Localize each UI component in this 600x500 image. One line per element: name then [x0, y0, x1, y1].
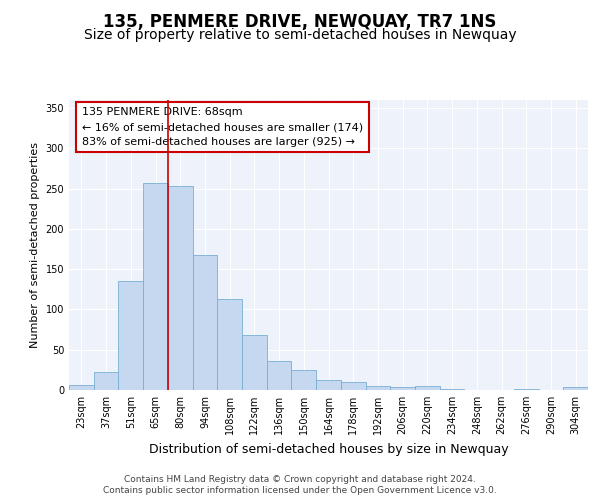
X-axis label: Distribution of semi-detached houses by size in Newquay: Distribution of semi-detached houses by … — [149, 442, 508, 456]
Bar — [341, 382, 365, 390]
Bar — [143, 183, 168, 390]
Bar — [390, 387, 415, 390]
Bar — [563, 387, 588, 390]
Bar — [94, 372, 118, 390]
Bar — [365, 386, 390, 390]
Bar — [118, 281, 143, 390]
Text: 135 PENMERE DRIVE: 68sqm
← 16% of semi-detached houses are smaller (174)
83% of : 135 PENMERE DRIVE: 68sqm ← 16% of semi-d… — [82, 108, 363, 147]
Text: Contains HM Land Registry data © Crown copyright and database right 2024.: Contains HM Land Registry data © Crown c… — [124, 475, 476, 484]
Bar — [217, 299, 242, 390]
Bar — [415, 386, 440, 390]
Bar — [69, 385, 94, 390]
Text: 135, PENMERE DRIVE, NEWQUAY, TR7 1NS: 135, PENMERE DRIVE, NEWQUAY, TR7 1NS — [103, 12, 497, 30]
Bar — [193, 254, 217, 390]
Bar — [316, 380, 341, 390]
Bar — [267, 361, 292, 390]
Bar — [168, 186, 193, 390]
Bar — [242, 335, 267, 390]
Bar — [292, 370, 316, 390]
Bar — [514, 389, 539, 390]
Y-axis label: Number of semi-detached properties: Number of semi-detached properties — [30, 142, 40, 348]
Text: Contains public sector information licensed under the Open Government Licence v3: Contains public sector information licen… — [103, 486, 497, 495]
Bar — [440, 389, 464, 390]
Text: Size of property relative to semi-detached houses in Newquay: Size of property relative to semi-detach… — [83, 28, 517, 42]
